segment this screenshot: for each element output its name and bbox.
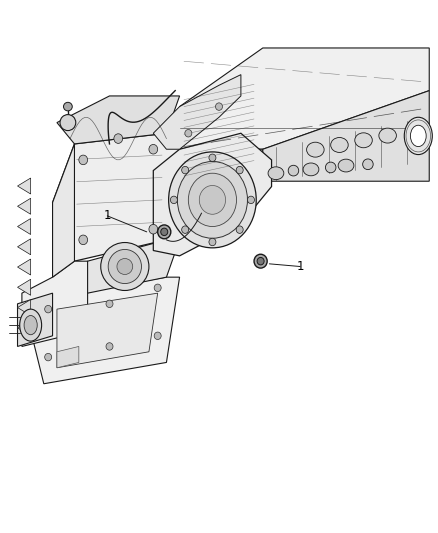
- Ellipse shape: [149, 144, 158, 154]
- Polygon shape: [57, 293, 158, 368]
- Ellipse shape: [307, 142, 324, 157]
- Ellipse shape: [79, 235, 88, 245]
- Ellipse shape: [338, 159, 354, 172]
- Ellipse shape: [325, 162, 336, 173]
- Polygon shape: [18, 219, 31, 235]
- Ellipse shape: [169, 152, 256, 248]
- Polygon shape: [18, 178, 31, 194]
- Ellipse shape: [410, 125, 426, 147]
- Ellipse shape: [199, 185, 226, 214]
- Ellipse shape: [268, 167, 284, 180]
- Ellipse shape: [45, 353, 52, 361]
- Ellipse shape: [236, 166, 243, 174]
- Ellipse shape: [257, 257, 264, 265]
- Ellipse shape: [79, 155, 88, 165]
- Ellipse shape: [182, 166, 189, 174]
- Ellipse shape: [209, 238, 216, 246]
- Ellipse shape: [182, 226, 189, 233]
- Text: 1: 1: [103, 209, 111, 222]
- Ellipse shape: [177, 161, 247, 238]
- Ellipse shape: [170, 196, 177, 204]
- Polygon shape: [22, 261, 88, 346]
- Ellipse shape: [45, 305, 52, 313]
- Ellipse shape: [236, 226, 243, 233]
- Ellipse shape: [154, 284, 161, 292]
- Ellipse shape: [60, 115, 76, 131]
- Ellipse shape: [355, 133, 372, 148]
- Polygon shape: [180, 149, 263, 235]
- Polygon shape: [57, 96, 180, 144]
- Ellipse shape: [288, 165, 299, 176]
- Ellipse shape: [108, 249, 141, 284]
- Ellipse shape: [215, 103, 223, 110]
- Ellipse shape: [149, 224, 158, 234]
- Polygon shape: [18, 239, 31, 255]
- Ellipse shape: [117, 259, 133, 274]
- Ellipse shape: [101, 243, 149, 290]
- Polygon shape: [180, 48, 429, 149]
- Ellipse shape: [247, 196, 254, 204]
- Polygon shape: [18, 259, 31, 275]
- Ellipse shape: [185, 130, 192, 137]
- Ellipse shape: [154, 332, 161, 340]
- Ellipse shape: [209, 154, 216, 161]
- Polygon shape: [53, 133, 180, 261]
- Polygon shape: [263, 91, 429, 181]
- Polygon shape: [57, 346, 79, 368]
- Ellipse shape: [114, 134, 123, 143]
- Ellipse shape: [254, 254, 267, 268]
- Text: 1: 1: [296, 260, 304, 273]
- Polygon shape: [18, 279, 31, 295]
- Ellipse shape: [106, 343, 113, 350]
- Ellipse shape: [158, 225, 171, 239]
- Ellipse shape: [404, 117, 432, 155]
- Ellipse shape: [331, 138, 348, 152]
- Ellipse shape: [303, 163, 319, 176]
- Ellipse shape: [188, 173, 237, 227]
- Polygon shape: [18, 320, 31, 336]
- Polygon shape: [31, 277, 180, 384]
- Ellipse shape: [24, 316, 37, 335]
- Polygon shape: [18, 293, 53, 346]
- Ellipse shape: [64, 102, 72, 111]
- Ellipse shape: [363, 159, 373, 169]
- Polygon shape: [18, 300, 31, 316]
- Polygon shape: [53, 144, 74, 277]
- Ellipse shape: [379, 128, 396, 143]
- Polygon shape: [153, 133, 272, 256]
- Ellipse shape: [161, 228, 168, 236]
- Polygon shape: [70, 240, 180, 293]
- Polygon shape: [18, 198, 31, 214]
- Ellipse shape: [20, 309, 42, 341]
- Ellipse shape: [106, 300, 113, 308]
- Polygon shape: [153, 75, 241, 149]
